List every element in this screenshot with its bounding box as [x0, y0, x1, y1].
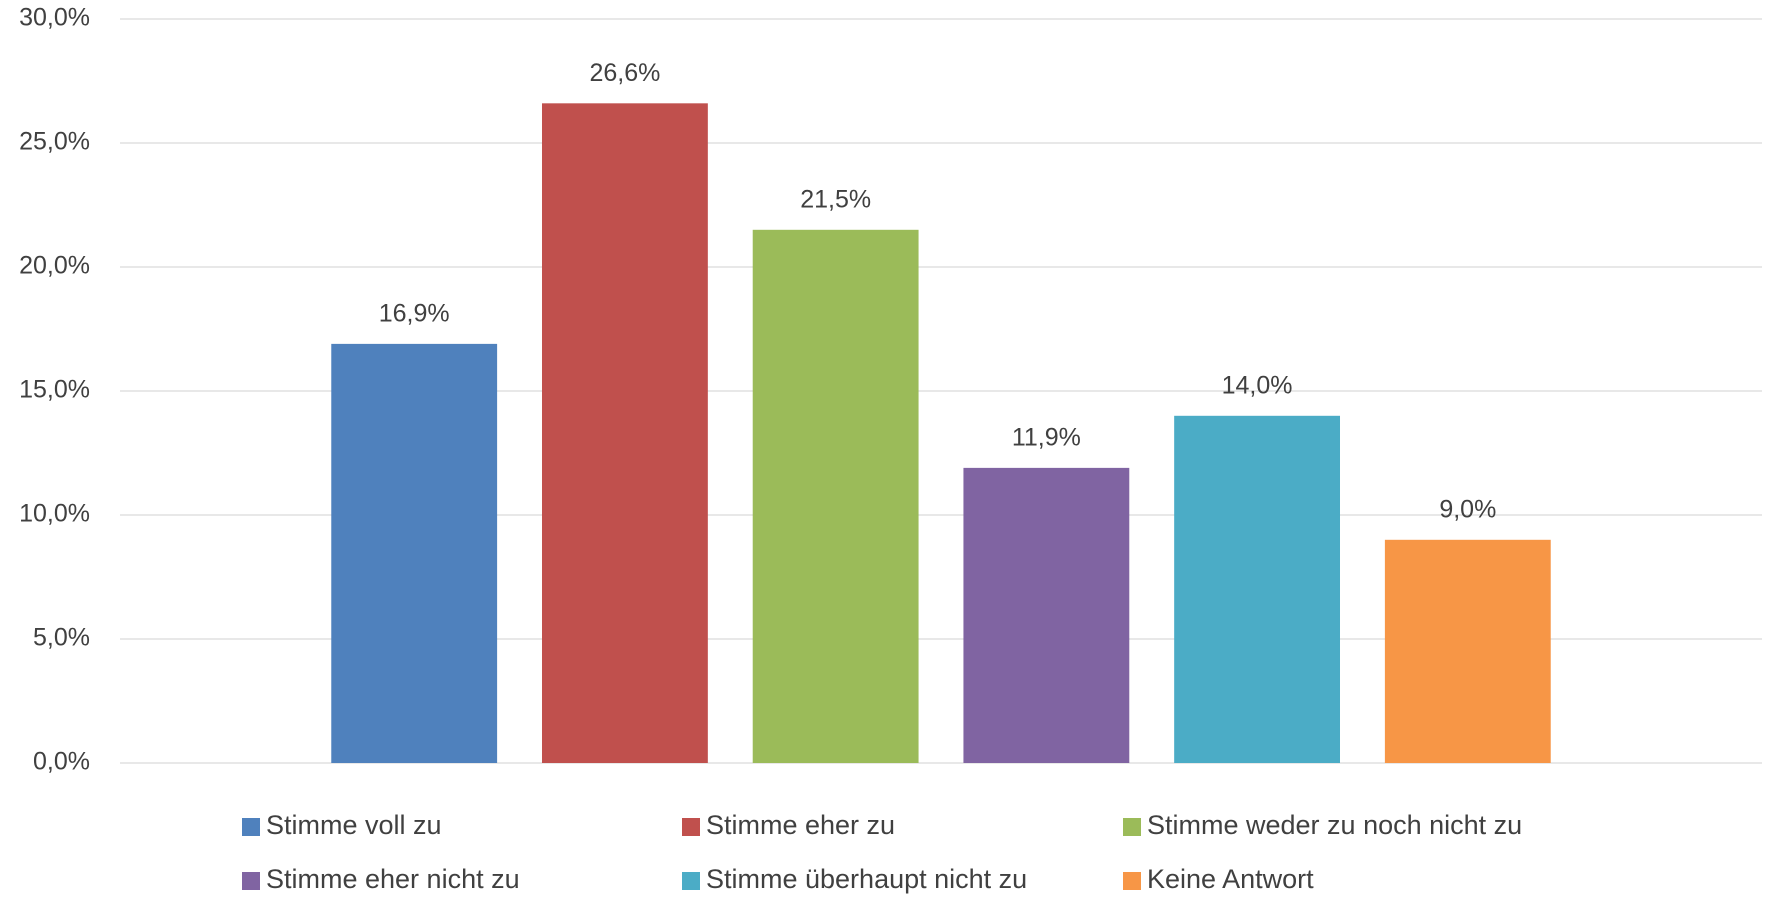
bar [752, 229, 919, 764]
data-label: 11,9% [1012, 423, 1081, 451]
y-tick-label: 20,0% [19, 252, 90, 280]
legend-swatch [682, 818, 700, 836]
bar [331, 343, 498, 763]
legend-label: Stimme weder zu noch nicht zu [1147, 810, 1522, 840]
data-label: 16,9% [379, 299, 450, 327]
bar [963, 467, 1130, 763]
y-tick-label: 10,0% [19, 500, 90, 528]
bar [541, 103, 708, 763]
y-tick-label: 0,0% [33, 748, 90, 776]
data-label: 9,0% [1439, 495, 1496, 523]
legend-swatch [1123, 872, 1141, 890]
bar [1174, 415, 1341, 763]
data-label: 26,6% [589, 59, 660, 87]
legend-label: Stimme voll zu [266, 810, 442, 840]
legend-label: Stimme eher nicht zu [266, 864, 520, 894]
legend-swatch [242, 872, 260, 890]
legend-swatch [242, 818, 260, 836]
y-tick-label: 25,0% [19, 128, 90, 156]
legend-label: Stimme eher zu [706, 810, 895, 840]
legend-label: Stimme überhaupt nicht zu [706, 864, 1027, 894]
legend-swatch [682, 872, 700, 890]
y-tick-label: 5,0% [33, 624, 90, 652]
y-tick-label: 30,0% [19, 4, 90, 32]
data-label: 21,5% [800, 185, 871, 213]
legend-swatch [1123, 818, 1141, 836]
bar [1384, 539, 1551, 763]
legend-label: Keine Antwort [1147, 864, 1314, 894]
data-label: 14,0% [1222, 371, 1293, 399]
y-tick-label: 15,0% [19, 376, 90, 404]
